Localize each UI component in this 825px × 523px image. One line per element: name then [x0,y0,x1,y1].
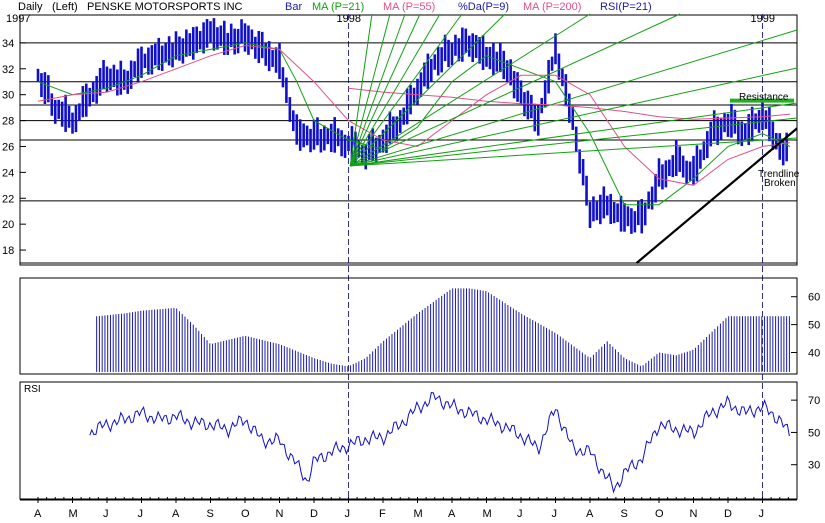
legend-entry: %Da(P=9) [458,1,509,13]
rsi-tick-label: 70 [808,395,820,407]
month-label: J [345,508,351,520]
rsi-panel-title: RSI [24,384,41,395]
price-tick-label: 30 [2,90,14,102]
month-label: M [414,508,423,520]
broken-annotation: Broken [764,178,796,189]
month-label: J [103,508,109,520]
month-label: S [207,508,214,520]
price-tick-label: 28 [2,116,14,128]
legend-entry: MA (P=55) [383,1,435,13]
month-label: M [483,508,492,520]
month-label: O [655,508,664,520]
month-label: S [621,508,628,520]
legend-entry: RSI(P=21) [600,1,652,13]
gann-fan-line [349,13,391,167]
month-label: J [138,508,144,520]
percent-d-panel: 60 50 40 [19,277,820,375]
month-label: A [172,508,180,520]
gann-fan-line [349,13,591,167]
interval-label: Daily [18,1,43,13]
gann-fan-line [349,13,421,167]
axis-side-label: (Left) [52,1,78,13]
percent-d-tick-label: 60 [808,292,820,304]
month-label: J [517,508,523,520]
percent-d-tick-label: 50 [808,320,820,332]
gann-fan-line [349,13,441,167]
gann-fan-line [350,67,798,167]
price-tick-label: 24 [2,167,14,179]
gann-fan-line [350,13,681,167]
legend: Bar MA (P=21) MA (P=55) %Da(P=9) MA (P=200) R… [285,1,652,13]
price-tick-label: 20 [2,219,14,231]
rsi-tick-label: 30 [808,460,820,472]
price-tick-label: 32 [2,64,14,76]
gann-fan-line [350,137,798,167]
legend-entry: Bar [285,1,302,13]
price-tick-label: 26 [2,141,14,153]
panel-frame [19,277,798,375]
price-tick-label: 22 [2,193,14,205]
ma55-line [37,44,791,186]
month-label: A [586,508,594,520]
rsi-tick-label: 50 [808,427,820,439]
month-label: D [724,508,732,520]
resistance-annotation: Resistance [739,92,789,103]
year-label: 1997 [6,13,30,25]
legend-entry: MA (P=200) [523,1,581,13]
gann-fan-line [349,13,506,167]
rsi-panel: RSI 70 50 30 [19,381,820,500]
symbol-title: PENSKE MOTORSPORTS INC [87,1,243,13]
month-label: J [552,508,558,520]
rsi-line [89,392,790,494]
month-label: M [69,508,78,520]
month-label: O [241,508,250,520]
month-label: N [690,508,698,520]
month-label: D [310,508,318,520]
trendline-annotation: Trendline [758,169,800,180]
gann-fan-line [350,102,798,167]
gann-fan-line [349,13,373,166]
trendline [635,127,798,264]
ma21-line [37,42,791,206]
month-label: J [759,508,765,520]
gann-fan-line [350,29,798,167]
month-label: A [34,508,42,520]
price-tick-label: 18 [2,245,14,257]
month-label: N [276,508,284,520]
gann-fan-line [350,117,798,167]
gann-fan-line [349,13,406,167]
month-label: F [379,508,386,520]
legend-entry: MA (P=21) [312,1,364,13]
gann-fan-line [349,13,463,167]
percent-d-tick-label: 40 [808,347,820,359]
panel-frame [19,381,798,500]
month-label: A [448,508,456,520]
price-tick-label: 34 [2,38,14,50]
ma200-line [348,87,791,120]
